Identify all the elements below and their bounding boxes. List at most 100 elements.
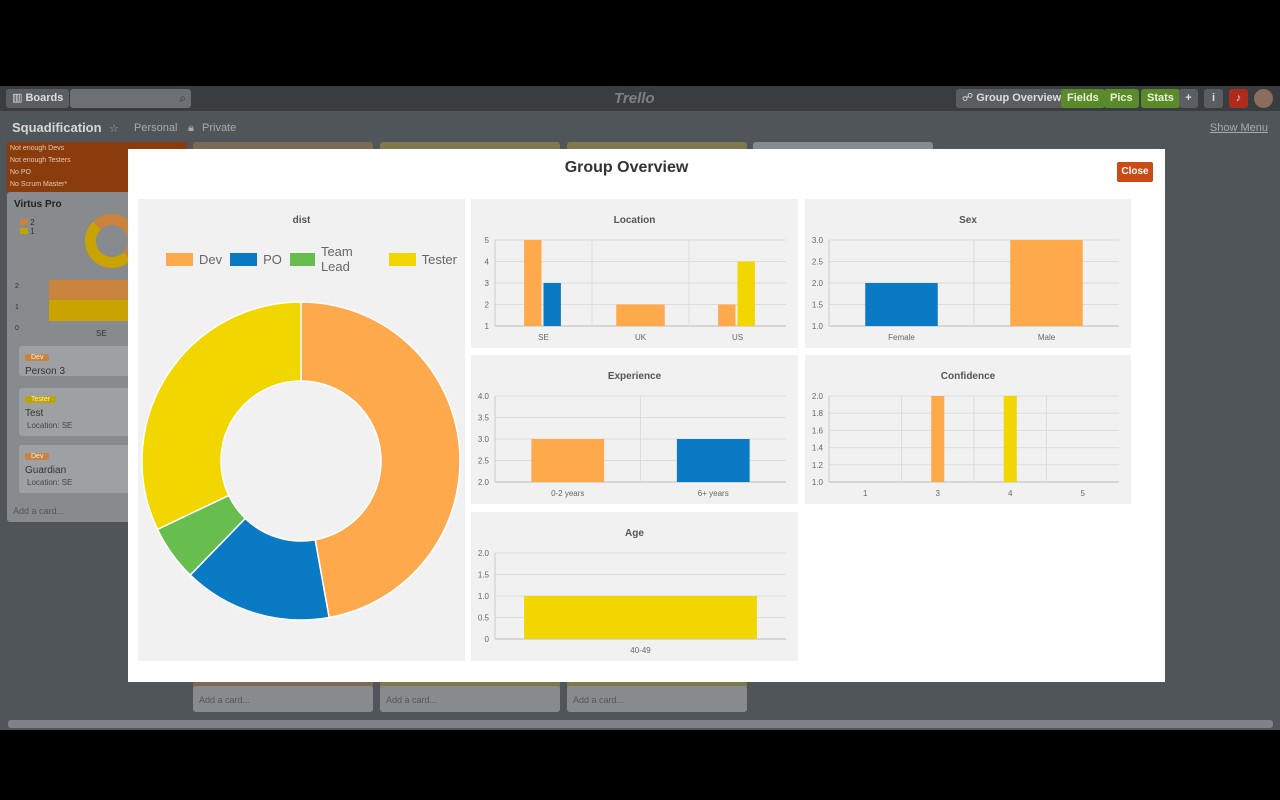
board-title[interactable]: Squadification xyxy=(12,120,102,135)
pics-button[interactable]: Pics xyxy=(1104,89,1139,108)
x-tick-label: 6+ years xyxy=(698,489,729,498)
list-title: Virtus Pro xyxy=(14,199,62,210)
star-icon[interactable]: ☆ xyxy=(109,123,119,135)
y-tick-label: 4.0 xyxy=(478,392,490,401)
top-bar: ▥ Boards ⌕ Trello ☍ Group Overview Field… xyxy=(0,86,1280,111)
donut-slice-tester[interactable] xyxy=(141,301,302,531)
legend-item-po[interactable]: PO xyxy=(230,252,282,267)
y-tick-label: 1 xyxy=(485,322,490,331)
warning-item: Not enough Devs xyxy=(10,145,65,152)
legend-swatch xyxy=(289,252,315,266)
add-button[interactable]: + xyxy=(1179,89,1198,108)
list-legend: 2 1 xyxy=(20,218,35,236)
bar-experience-0-2-years-dev[interactable] xyxy=(531,439,605,482)
show-menu-link[interactable]: Show Menu xyxy=(1209,122,1268,134)
legend-item-dev[interactable]: Dev xyxy=(166,252,222,267)
legend-swatch xyxy=(166,252,193,266)
boards-button[interactable]: ▥ Boards xyxy=(6,89,70,108)
search-icon[interactable]: ⌕ xyxy=(179,91,186,105)
x-tick-label: Male xyxy=(1038,333,1056,342)
sex-bar-svg: 1.0 1.5 2.0 2.5 3.0 Female Male xyxy=(812,236,1119,342)
info-button[interactable]: i xyxy=(1204,89,1223,108)
confidence-chart-panel: Confidence 1.0 1.2 1.4 1.6 1.8 2.0 1 3 4 5 xyxy=(805,355,1131,504)
horizontal-scrollbar[interactable] xyxy=(8,720,1273,728)
bar-confidence-3-dev[interactable] xyxy=(931,396,945,482)
legend-item-team-lead[interactable]: Team Lead xyxy=(289,244,381,274)
legend-2: 2 xyxy=(30,218,35,227)
legend-label: Tester xyxy=(421,251,457,267)
board-header: Squadification ☆ Personal 🔒︎ Private Sho… xyxy=(0,116,1280,140)
bar-location-us-tester[interactable] xyxy=(737,261,755,327)
mini-bar-tester xyxy=(49,300,139,321)
chart-legend: Dev PO Team Lead Tester xyxy=(166,244,465,274)
sex-chart-panel: Sex 1.0 1.5 2.0 2.5 3.0 Female Male xyxy=(805,199,1131,348)
bar-location-se-dev[interactable] xyxy=(524,240,542,326)
chart-title: Experience xyxy=(607,371,662,382)
legend-label: PO xyxy=(263,251,282,267)
fields-button[interactable]: Fields xyxy=(1061,89,1105,108)
x-tick-label: US xyxy=(732,333,743,342)
group-overview-modal: Group Overview Close dist Dev PO Team Le… xyxy=(128,149,1165,682)
group-overview-button[interactable]: ☍ Group Overview xyxy=(956,89,1068,108)
x-tick-label: 0-2 years xyxy=(551,489,584,498)
dist-donut-svg xyxy=(141,301,461,621)
y-tick-label: 0.5 xyxy=(478,614,490,623)
x-tick-label: UK xyxy=(635,333,647,342)
y-tick-label: 2.5 xyxy=(478,457,490,466)
y-tick-label: 3.5 xyxy=(478,414,490,423)
add-card-row[interactable]: Add a card... xyxy=(567,686,747,712)
y-tick-label: 1.2 xyxy=(812,461,824,470)
bar-experience-6-years-po[interactable] xyxy=(676,439,750,482)
y-tick-label: 1.5 xyxy=(812,301,824,310)
legend-item-tester[interactable]: Tester xyxy=(388,251,457,267)
search-input[interactable]: ⌕ xyxy=(70,89,191,108)
x-tick-label: 1 xyxy=(863,489,868,498)
bar-location-uk-dev[interactable] xyxy=(616,304,665,327)
bar-location-se-po[interactable] xyxy=(543,283,561,326)
legend-label: Team Lead xyxy=(320,244,353,274)
mini-axis-label: SE xyxy=(96,329,107,338)
list-column xyxy=(753,142,933,152)
y-tick-label: 5 xyxy=(485,236,490,245)
donut-slice-dev[interactable] xyxy=(300,301,461,619)
bar-sex-male-dev[interactable] xyxy=(1010,240,1083,326)
y-tick-label: 3 xyxy=(485,279,490,288)
y-tick-label: 1.4 xyxy=(812,444,824,453)
add-card-link[interactable]: Add a card... xyxy=(573,695,625,705)
y-tick-label: 0 xyxy=(485,635,490,644)
trello-logo[interactable]: Trello xyxy=(614,90,655,107)
bar-sex-female-po[interactable] xyxy=(865,283,938,326)
y-tick-label: 1.8 xyxy=(812,409,824,418)
personal-button[interactable]: Personal xyxy=(134,122,178,134)
x-tick-label: Female xyxy=(888,333,915,342)
add-card-row[interactable]: Add a card... xyxy=(193,686,373,712)
location-chart-panel: Location 1 2 3 4 5 SE UK US xyxy=(471,199,798,348)
chart-title: dist xyxy=(292,215,311,226)
notifications-button[interactable]: ♪ xyxy=(1229,89,1248,108)
plus-icon: + xyxy=(1185,92,1192,104)
pics-label: Pics xyxy=(1110,92,1133,104)
chart-title: Confidence xyxy=(940,371,996,382)
close-button[interactable]: Close xyxy=(1117,162,1153,182)
add-card-link[interactable]: Add a card... xyxy=(13,506,65,516)
warning-item: No Scrum Master* xyxy=(10,181,68,188)
y-tick-label: 1.5 xyxy=(478,571,490,580)
confidence-bar-svg: 1.0 1.2 1.4 1.6 1.8 2.0 1 3 4 5 xyxy=(812,392,1119,498)
bar-location-us-dev[interactable] xyxy=(718,304,736,327)
logo-text: Trello xyxy=(614,90,655,107)
avatar[interactable] xyxy=(1254,89,1273,108)
legend-1: 1 xyxy=(30,227,35,236)
bar-age-40-49-tester[interactable] xyxy=(524,596,757,639)
y-tick-label: 3.0 xyxy=(812,236,824,245)
add-card-link[interactable]: Add a card... xyxy=(199,695,251,705)
add-card-row[interactable]: Add a card... xyxy=(380,686,560,712)
mini-axis: 2 1 0 xyxy=(15,276,19,339)
boards-icon: ▥ xyxy=(12,92,23,104)
stats-button[interactable]: Stats xyxy=(1141,89,1180,108)
bar-confidence-4-tester[interactable] xyxy=(1003,396,1017,482)
y-tick-label: 4 xyxy=(485,258,490,267)
x-tick-label: 4 xyxy=(1008,489,1013,498)
x-tick-label: 5 xyxy=(1081,489,1086,498)
add-card-link[interactable]: Add a card... xyxy=(386,695,438,705)
private-button[interactable]: Private xyxy=(202,122,237,134)
